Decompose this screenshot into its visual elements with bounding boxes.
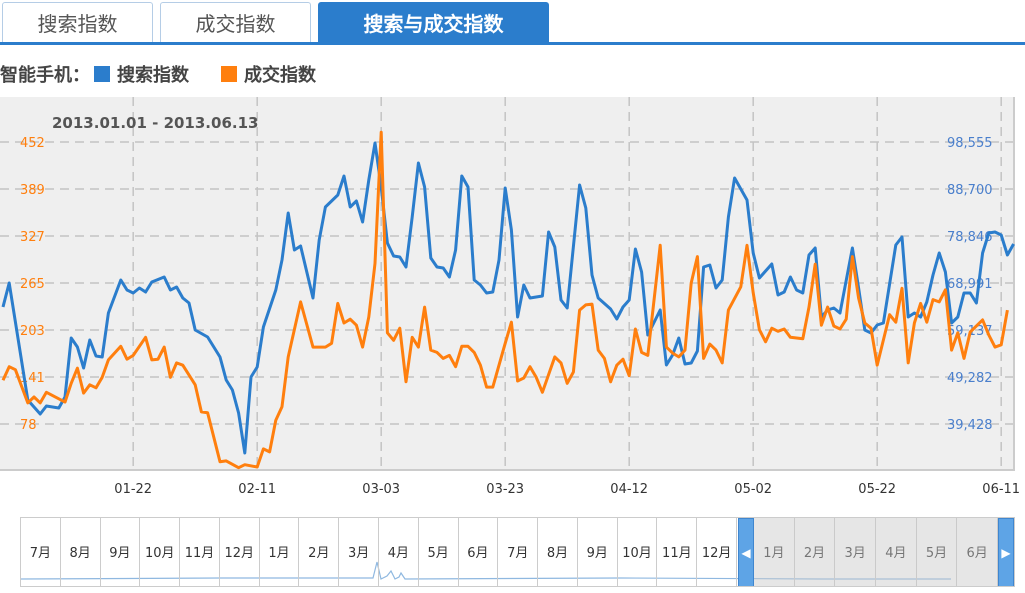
- chart-legend: 智能手机： 搜索指数 成交指数: [0, 60, 316, 88]
- navigator-month-cell[interactable]: 8月: [61, 518, 101, 586]
- range-navigator[interactable]: 6月 5月 4月 3月 2月 1月 12月 11月 10月 9月 8月 7月 6月 5月 4月 3月 2月 1月 1…: [20, 517, 1015, 587]
- y-left-tick-label: 452: [20, 136, 45, 151]
- navigator-month-cell[interactable]: 6月: [459, 518, 499, 586]
- navigator-left-handle[interactable]: ◀: [738, 518, 754, 586]
- navigator-month-cell[interactable]: 2月: [795, 518, 836, 586]
- navigator-month-cell[interactable]: 3月: [835, 518, 876, 586]
- line-chart: 2013.01.01 - 2013.06.13 4523893272652031…: [0, 97, 1020, 497]
- legend-label-search[interactable]: 搜索指数: [117, 65, 189, 86]
- navigator-month-cell[interactable]: 11月: [180, 518, 220, 586]
- navigator-month-cell[interactable]: 7月: [498, 518, 539, 586]
- navigator-right-handle[interactable]: ▶: [998, 518, 1014, 586]
- x-tick-label: 01-22: [114, 482, 152, 497]
- legend-label-deal[interactable]: 成交指数: [244, 65, 316, 86]
- navigator-month-cell[interactable]: 9月: [578, 518, 618, 586]
- legend-swatch-deal: [221, 66, 237, 82]
- x-tick-label: 06-11: [982, 482, 1020, 497]
- navigator-month-cell[interactable]: 3月: [339, 518, 379, 586]
- navigator-month-cell[interactable]: 12月: [220, 518, 260, 586]
- y-right-tick-label: 78,846: [947, 230, 993, 245]
- navigator-month-cell[interactable]: 4月: [379, 518, 419, 586]
- y-right-tick-label: 49,282: [947, 371, 993, 386]
- chevron-left-icon: ◀: [741, 546, 751, 560]
- y-right-tick-label: 88,700: [947, 183, 993, 198]
- y-left-tick-label: 78: [20, 418, 37, 433]
- tab-search-index[interactable]: 搜索指数: [2, 2, 153, 42]
- navigator-month-cell[interactable]: 7月: [21, 518, 61, 586]
- navigator-month-cell[interactable]: 1月: [260, 518, 300, 586]
- x-tick-label: 03-23: [486, 482, 524, 497]
- y-left-tick-label: 265: [20, 277, 45, 292]
- chart-date-range: 2013.01.01 - 2013.06.13: [52, 114, 258, 132]
- navigator-sparkline: [21, 561, 951, 580]
- navigator-month-cell[interactable]: 9月: [101, 518, 141, 586]
- navigator-month-cell[interactable]: 1月: [754, 518, 795, 586]
- tab-label: 搜索指数: [37, 12, 118, 36]
- y-right-tick-label: 98,555: [947, 136, 993, 151]
- navigator-month-cell[interactable]: 5月: [419, 518, 459, 586]
- x-tick-label: 05-02: [734, 482, 772, 497]
- x-tick-label: 05-22: [858, 482, 896, 497]
- tab-deal-index[interactable]: 成交指数: [160, 2, 311, 42]
- series-line-deal-index[interactable]: [1, 130, 1009, 470]
- navigator-month-cell[interactable]: 6月: [957, 518, 998, 586]
- tab-label: 搜索与成交指数: [363, 12, 504, 36]
- navigator-month-cell[interactable]: 11月: [657, 518, 698, 586]
- navigator-month-cell[interactable]: 2月: [299, 518, 340, 586]
- navigator-month-cell[interactable]: 4月: [876, 518, 917, 586]
- navigator-month-cell[interactable]: 8月: [538, 518, 578, 586]
- tab-search-and-deal-index[interactable]: 搜索与成交指数: [318, 2, 549, 42]
- navigator-month-cell[interactable]: 5月: [917, 518, 958, 586]
- y-left-tick-label: 327: [20, 230, 45, 245]
- x-tick-label: 02-11: [238, 482, 276, 497]
- chevron-right-icon: ▶: [1001, 546, 1011, 560]
- y-left-tick-label: 389: [20, 183, 45, 198]
- legend-prefix: 智能手机：: [0, 65, 90, 86]
- legend-swatch-search: [94, 66, 110, 82]
- navigator-month-cell[interactable]: 10月: [618, 518, 658, 586]
- x-tick-label: 03-03: [362, 482, 400, 497]
- y-right-tick-label: 39,428: [947, 418, 993, 433]
- x-tick-label: 04-12: [610, 482, 648, 497]
- y-right-tick-label: 68,991: [947, 277, 993, 292]
- navigator-selected-range[interactable]: [739, 518, 1014, 586]
- tab-label: 成交指数: [195, 12, 276, 36]
- navigator-month-cell[interactable]: 10月: [140, 518, 181, 586]
- tab-underline: [0, 42, 1025, 45]
- y-left-tick-label: 203: [20, 324, 45, 339]
- navigator-month-cell[interactable]: 12月: [697, 518, 737, 586]
